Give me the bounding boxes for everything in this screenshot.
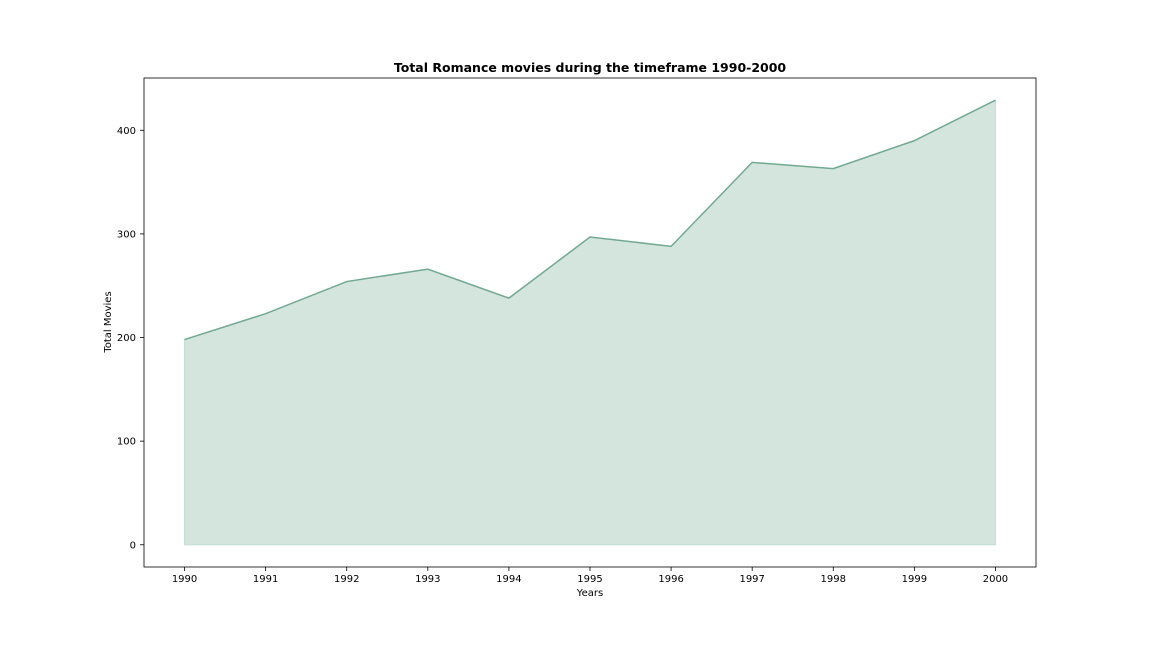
x-tick-label: 1996 [658,574,683,585]
plot-area [184,100,995,545]
x-tick-label: 1999 [902,574,927,585]
y-tick-label: 100 [117,437,136,448]
x-tick-label: 1997 [739,574,764,585]
y-tick-label: 300 [117,229,136,240]
x-tick-label: 1994 [496,574,521,585]
x-axis: 1990 1991 1992 1993 1994 1995 1996 1997 1998 1999… [172,567,1008,585]
x-tick-label: 1998 [821,574,846,585]
x-tick-label: 1992 [334,574,359,585]
x-tick-label: 1990 [172,574,197,585]
y-axis: 0 100 200 300 400 [117,126,144,551]
x-tick-label: 2000 [983,574,1008,585]
x-tick-label: 1991 [253,574,278,585]
chart-title: Total Romance movies during the timefram… [394,60,787,75]
y-tick-label: 400 [117,126,136,137]
y-tick-label: 0 [130,540,136,551]
area-fill [185,100,996,545]
x-axis-label: Years [576,588,603,599]
x-tick-label: 1995 [577,574,602,585]
x-tick-label: 1993 [415,574,440,585]
y-axis-label: Total Movies [103,291,114,353]
y-tick-label: 200 [117,333,136,344]
